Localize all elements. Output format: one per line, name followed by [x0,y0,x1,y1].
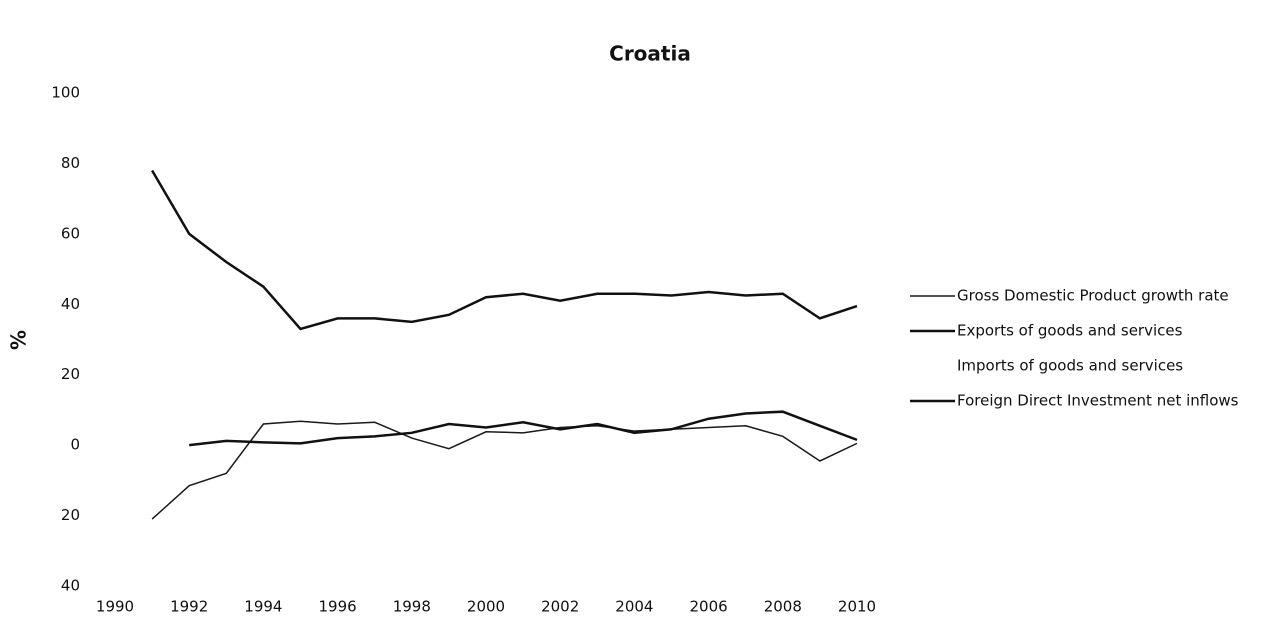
x-tick-label: 1990 [96,598,134,616]
legend-label: Foreign Direct Investment net inflows [957,392,1239,410]
x-tick-label: 1992 [170,598,208,616]
x-tick-label: 1994 [244,598,282,616]
x-tick-label: 2000 [467,598,505,616]
y-tick-label: 60 [61,224,80,242]
y-tick-label: 20 [61,506,80,524]
legend-label: Imports of goods and services [957,357,1183,375]
y-axis-label: % [7,330,31,350]
x-tick-label: 2004 [615,598,653,616]
legend-label: Exports of goods and services [957,322,1183,340]
x-tick-label: 2010 [838,598,876,616]
x-tick-label: 2002 [541,598,579,616]
legend-label: Gross Domestic Product growth rate [957,287,1229,305]
y-tick-label: 40 [61,577,80,595]
x-tick-label: 2008 [764,598,802,616]
series-line [151,169,858,331]
y-tick-label: 80 [61,154,80,172]
x-tick-label: 1998 [393,598,431,616]
y-tick-label: 100 [51,84,80,102]
y-tick-label: 0 [70,436,80,454]
x-tick-label: 2006 [690,598,728,616]
series-line [189,410,858,447]
series-line [151,420,858,520]
chart-title: Croatia [609,42,691,66]
y-tick-label: 40 [61,295,80,313]
y-tick-label: 20 [61,365,80,383]
x-tick-label: 1996 [319,598,357,616]
